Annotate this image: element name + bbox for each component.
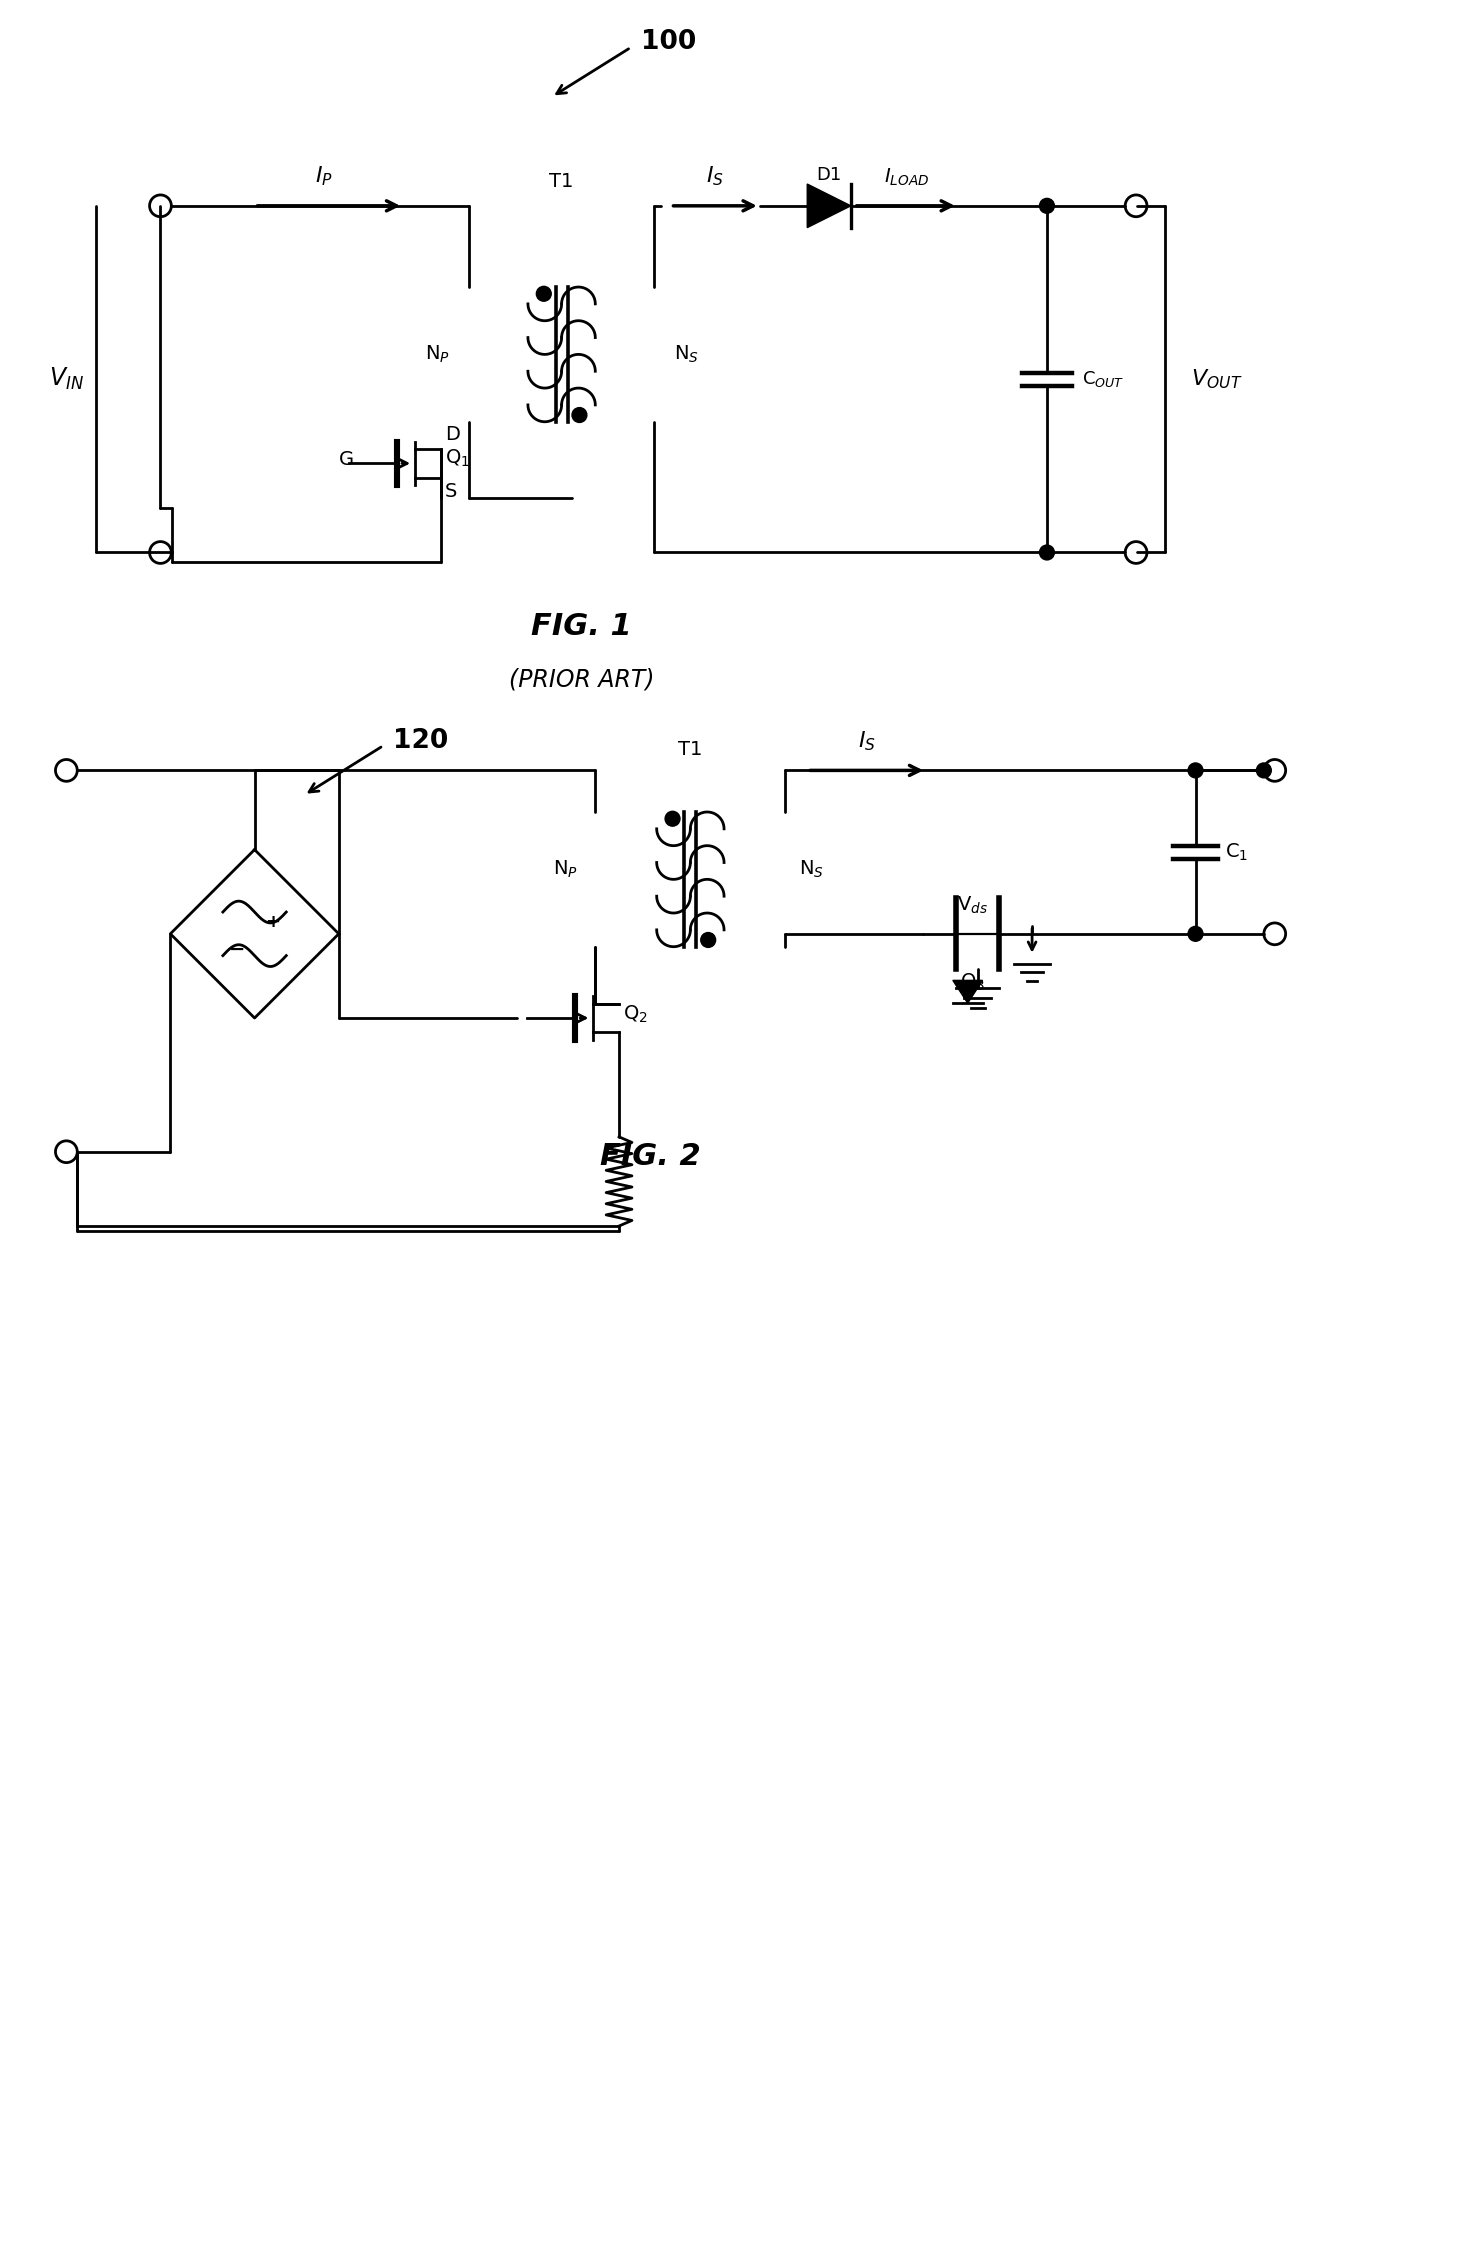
Text: 100: 100 bbox=[642, 29, 695, 56]
Circle shape bbox=[1188, 926, 1203, 941]
Text: G: G bbox=[338, 449, 354, 470]
Text: N$_P$: N$_P$ bbox=[424, 344, 449, 364]
Circle shape bbox=[665, 811, 679, 827]
Text: S: S bbox=[445, 483, 458, 501]
Text: Q$_3$: Q$_3$ bbox=[961, 971, 986, 993]
Text: FIG. 2: FIG. 2 bbox=[601, 1141, 701, 1171]
Circle shape bbox=[572, 407, 588, 422]
Circle shape bbox=[1040, 198, 1054, 213]
Polygon shape bbox=[954, 980, 983, 1002]
Text: I$_S$: I$_S$ bbox=[706, 164, 725, 189]
Circle shape bbox=[537, 285, 551, 301]
Circle shape bbox=[1188, 764, 1203, 777]
Text: Q$_2$: Q$_2$ bbox=[623, 1004, 647, 1025]
Polygon shape bbox=[808, 184, 851, 227]
Text: T1: T1 bbox=[550, 173, 574, 191]
Text: (PRIOR ART): (PRIOR ART) bbox=[509, 667, 655, 692]
Text: FIG. 1: FIG. 1 bbox=[531, 611, 631, 640]
Text: I$_S$: I$_S$ bbox=[857, 728, 876, 753]
Text: 120: 120 bbox=[394, 728, 449, 753]
Text: T1: T1 bbox=[678, 739, 703, 759]
Text: C$_{OUT}$: C$_{OUT}$ bbox=[1082, 369, 1124, 389]
Text: N$_S$: N$_S$ bbox=[799, 858, 824, 881]
Text: +: + bbox=[265, 912, 280, 930]
Text: C$_1$: C$_1$ bbox=[1225, 840, 1248, 863]
Text: D1: D1 bbox=[816, 166, 841, 184]
Circle shape bbox=[1040, 546, 1054, 560]
Text: V$_{IN}$: V$_{IN}$ bbox=[50, 366, 85, 393]
Text: D: D bbox=[445, 425, 459, 445]
Text: I$_P$: I$_P$ bbox=[315, 164, 332, 189]
Text: N$_S$: N$_S$ bbox=[674, 344, 698, 364]
Text: Q$_1$: Q$_1$ bbox=[445, 447, 469, 470]
Circle shape bbox=[701, 933, 716, 948]
Text: N$_P$: N$_P$ bbox=[554, 858, 579, 881]
Text: −: − bbox=[229, 939, 245, 959]
Text: I$_{LOAD}$: I$_{LOAD}$ bbox=[884, 166, 929, 189]
Text: V$_{OUT}$: V$_{OUT}$ bbox=[1191, 366, 1242, 391]
Circle shape bbox=[1257, 764, 1271, 777]
Text: V$_{ds}$: V$_{ds}$ bbox=[956, 894, 989, 917]
